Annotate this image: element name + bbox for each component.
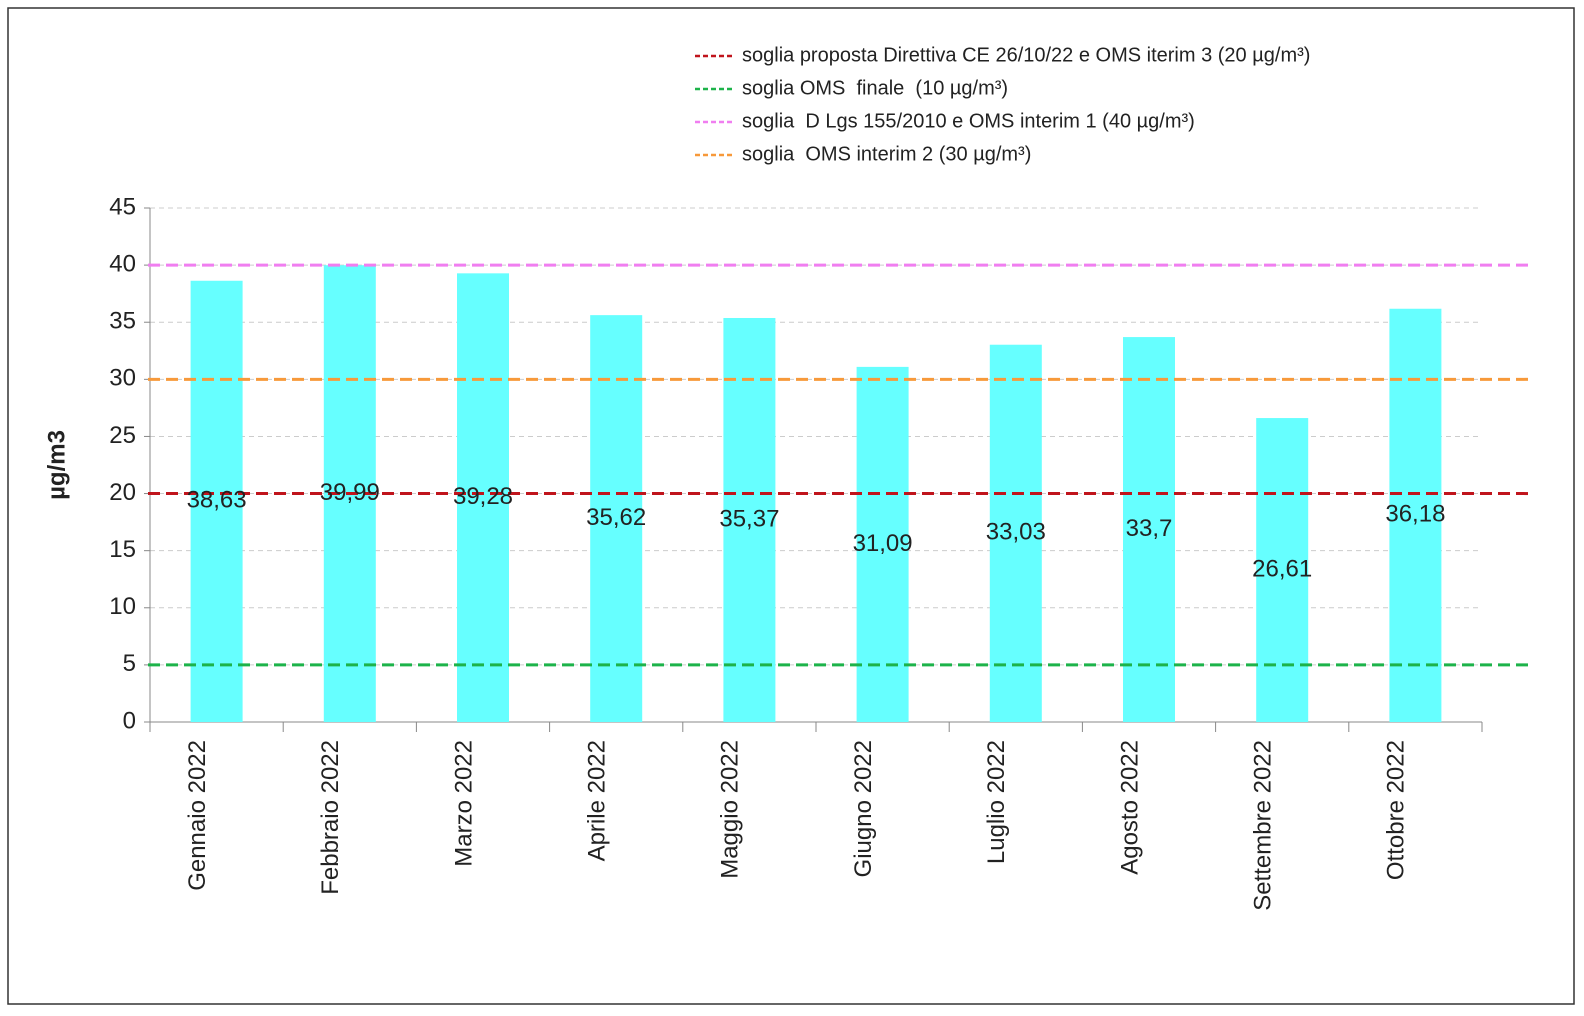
- value-label: 39,99: [320, 479, 380, 506]
- y-tick-label: 25: [109, 422, 136, 449]
- y-tick-label: 40: [109, 250, 136, 277]
- x-tick-label: Agosto 2022: [1116, 740, 1143, 875]
- x-tick-label: Settembre 2022: [1250, 740, 1277, 911]
- legend-label: soglia OMS finale (10 µg/m³): [742, 77, 1008, 99]
- y-tick-label: 20: [109, 479, 136, 506]
- y-axis-label: µg/m3: [43, 430, 70, 500]
- x-tick-label: Luglio 2022: [983, 740, 1010, 864]
- x-tick-label: Ottobre 2022: [1383, 740, 1410, 880]
- value-label: 31,09: [853, 530, 913, 557]
- x-tick-label: Gennaio 2022: [184, 740, 211, 891]
- value-label: 39,28: [453, 483, 513, 510]
- bar: [190, 280, 243, 722]
- x-tick-label: Febbraio 2022: [317, 740, 344, 895]
- bar: [590, 315, 643, 722]
- bar: [1389, 308, 1442, 722]
- x-tick-label: Aprile 2022: [584, 740, 611, 861]
- bar: [457, 273, 509, 722]
- bar: [723, 317, 776, 722]
- y-tick-label: 15: [109, 536, 136, 563]
- y-tick-label: 0: [123, 707, 136, 734]
- legend-label: soglia OMS interim 2 (30 µg/m³): [742, 143, 1031, 165]
- legend-label: soglia proposta Direttiva CE 26/10/22 e …: [742, 44, 1310, 66]
- y-tick-label: 10: [109, 593, 136, 620]
- x-tick-label: Giugno 2022: [850, 740, 877, 877]
- value-label: 26,61: [1252, 555, 1312, 582]
- bar: [989, 344, 1042, 722]
- y-tick-label: 45: [109, 193, 136, 220]
- legend-label: soglia D Lgs 155/2010 e OMS interim 1 (4…: [742, 110, 1195, 132]
- y-tick-label: 30: [109, 365, 136, 392]
- bar: [1256, 418, 1309, 722]
- y-tick-label: 5: [123, 650, 136, 677]
- value-label: 33,03: [986, 519, 1046, 546]
- value-label: 36,18: [1385, 501, 1445, 528]
- value-label: 35,37: [719, 505, 779, 532]
- bar: [1123, 337, 1175, 722]
- bar: [856, 366, 909, 722]
- x-tick-label: Maggio 2022: [717, 740, 744, 879]
- value-label: 35,62: [586, 504, 646, 531]
- value-label: 38,63: [187, 487, 247, 514]
- frame: [7, 7, 1575, 1005]
- y-tick-label: 35: [109, 308, 136, 335]
- x-tick-label: Marzo 2022: [450, 740, 477, 867]
- value-label: 33,7: [1126, 515, 1173, 542]
